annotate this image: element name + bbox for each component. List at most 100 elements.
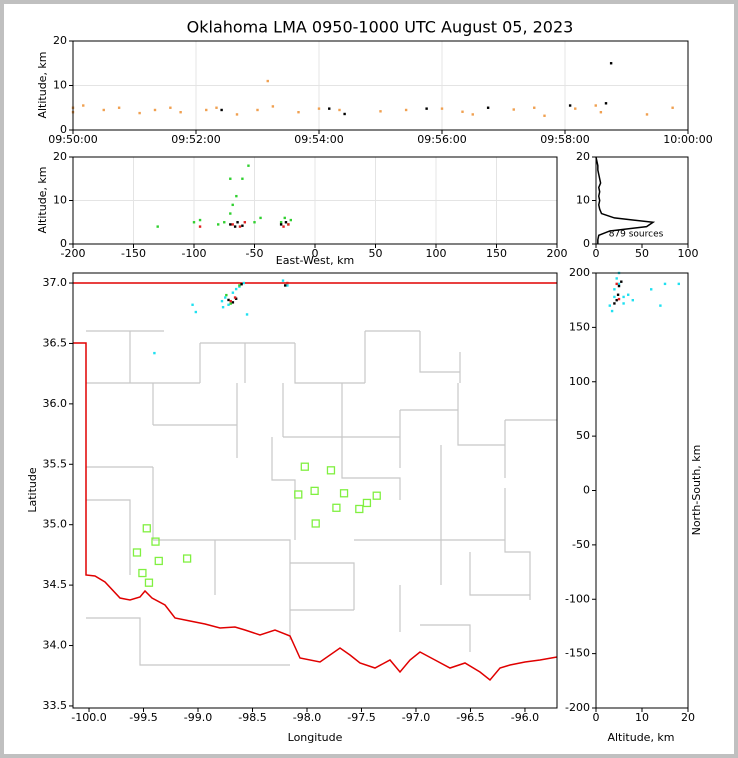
source — [328, 107, 331, 110]
station — [311, 519, 320, 528]
source — [283, 284, 287, 287]
source — [650, 288, 653, 291]
source — [220, 299, 224, 303]
x-axis-label: East-West, km — [276, 254, 354, 267]
x-tick-label: 09:52:00 — [171, 133, 220, 146]
y-tick-label: 10 — [53, 194, 67, 207]
x-tick-label: 20 — [681, 711, 695, 724]
y-tick-label: 35.5 — [43, 457, 68, 470]
station — [300, 462, 309, 471]
source — [338, 108, 341, 112]
source — [543, 114, 546, 117]
x-tick-label: -100.0 — [71, 711, 106, 724]
x-tick-label: 50 — [635, 247, 649, 260]
source — [282, 225, 285, 228]
station — [142, 524, 151, 533]
station — [362, 498, 372, 508]
y-tick-label: -150 — [565, 647, 590, 660]
source — [243, 221, 247, 224]
station — [138, 568, 147, 578]
y-tick-label: 100 — [569, 375, 590, 388]
x-tick-label: 100 — [678, 247, 699, 260]
x-tick-label: 10 — [635, 711, 649, 724]
x-tick-label: 0 — [593, 711, 600, 724]
y-tick-label: 0 — [60, 123, 67, 136]
source — [617, 297, 621, 301]
source — [138, 111, 141, 115]
source — [238, 284, 241, 287]
source — [227, 298, 230, 302]
y-tick-label: 34.5 — [43, 578, 68, 591]
source — [297, 111, 300, 114]
source — [245, 313, 249, 316]
source — [217, 223, 220, 226]
source — [608, 304, 611, 307]
source — [238, 285, 241, 288]
source — [279, 221, 283, 224]
source — [259, 216, 262, 220]
y-tick-label: 0 — [60, 237, 67, 250]
source — [234, 287, 238, 291]
source — [613, 302, 616, 305]
x-tick-label: 200 — [547, 247, 568, 260]
source — [283, 216, 286, 220]
source — [271, 105, 275, 108]
x-tick-label: 09:54:00 — [294, 133, 343, 146]
source — [198, 225, 202, 228]
source — [236, 221, 239, 224]
x-tick-label: 150 — [486, 247, 507, 260]
source — [286, 284, 289, 287]
source — [233, 225, 237, 228]
x-tick-label: -200 — [61, 247, 86, 260]
x-tick-label: 50 — [369, 247, 383, 260]
state-border — [73, 342, 558, 682]
plot-frame — [72, 40, 689, 131]
source — [617, 284, 621, 288]
source — [231, 223, 234, 226]
source — [289, 218, 292, 222]
source — [234, 297, 238, 300]
source — [613, 288, 616, 291]
source — [286, 281, 289, 285]
y-tick-label: 36.5 — [43, 336, 68, 349]
source — [229, 212, 232, 215]
plot-frame — [595, 272, 689, 709]
station — [372, 491, 381, 500]
source — [191, 303, 194, 306]
source — [231, 291, 235, 294]
source — [229, 302, 232, 305]
x-tick-label: -99.0 — [184, 711, 212, 724]
source — [343, 112, 346, 116]
source — [284, 221, 288, 224]
y-axis-label: North-South, km — [690, 445, 703, 536]
source — [677, 282, 680, 286]
source — [227, 303, 230, 306]
y-tick-label: -50 — [572, 538, 590, 551]
annotation: 879 sources — [609, 230, 664, 240]
source — [594, 104, 597, 107]
source — [229, 177, 232, 180]
x-tick-label: 09:58:00 — [540, 133, 589, 146]
chart-title: Oklahoma LMA 0950-1000 UTC August 05, 20… — [187, 18, 574, 37]
x-tick-label: -97.5 — [347, 711, 375, 724]
y-tick-label: 37.0 — [43, 276, 68, 289]
source — [153, 351, 156, 355]
source — [225, 293, 228, 297]
y-tick-label: 35.0 — [43, 518, 68, 531]
station — [310, 486, 319, 496]
y-tick-label: -100 — [565, 592, 590, 605]
y-tick-label: 0 — [583, 484, 590, 497]
x-tick-label: -96.0 — [511, 711, 539, 724]
source — [253, 221, 256, 224]
source — [574, 107, 577, 110]
source — [379, 110, 382, 113]
source — [231, 203, 234, 207]
x-tick-label: 0 — [593, 247, 600, 260]
source — [220, 108, 223, 112]
source — [568, 104, 572, 107]
x-tick-label: 09:50:00 — [48, 133, 97, 146]
station — [132, 548, 142, 557]
source — [627, 293, 630, 296]
altitude-profile — [595, 156, 656, 244]
